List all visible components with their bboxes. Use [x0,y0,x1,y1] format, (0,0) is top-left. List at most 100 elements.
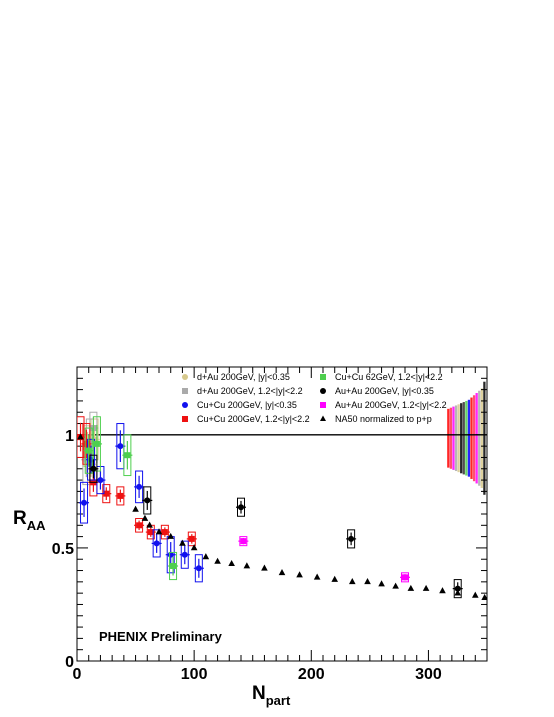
data-point [454,589,462,596]
data-point [195,565,202,572]
data-point [214,557,221,564]
data-point [182,402,188,408]
data-point [202,553,210,560]
uncertainty-band [449,407,453,469]
legend-entry-label: Cu+Cu 62GeV, 1.2<|y|<2.2 [335,372,443,382]
data-point [81,499,88,506]
uncertainty-band [460,403,463,474]
data-point [278,569,286,576]
data-point [144,497,151,504]
data-point [179,539,186,546]
data-point [190,544,198,551]
axis-tick-labels: 0 100 200 300 0 0.5 1 [52,428,442,683]
data-point [407,584,415,591]
data-point [296,571,303,578]
data-point [422,584,430,591]
series-6 [238,536,410,583]
axis-ticks [76,366,488,662]
series-3 [79,423,204,583]
data-point [243,562,251,569]
data-point [85,447,92,454]
data-point [117,492,124,499]
data-point [97,477,104,484]
data-point [146,521,153,528]
uncertainty-band [472,395,476,482]
uncertainty-band [457,404,460,473]
data-point [313,573,321,580]
y-axis-title: RAA [13,508,46,533]
data-point [93,440,100,447]
data-point [153,540,160,547]
data-point [182,388,188,394]
data-point [188,535,195,542]
data-point [181,551,188,558]
data-point [240,538,247,545]
data-point [454,585,461,592]
uncertainty-band [470,397,473,479]
uncertainty-band [478,390,481,486]
data-point [439,587,446,594]
legend-entry-label: d+Au 200GeV, 1.2<|y|<2.2 [197,386,303,396]
y-tick-label: 0.5 [52,541,74,558]
data-point [238,504,244,511]
data-point [471,591,479,598]
data-point [320,402,326,408]
data-point [331,575,339,582]
uncertainty-band [475,393,478,484]
data-point [481,593,487,600]
data-point [348,535,355,542]
x-axis-title: Npart [252,683,291,708]
series-4 [83,416,179,581]
x-tick-label: 100 [181,666,208,683]
global-uncertainty-bands [447,381,486,495]
uncertainty-band [452,406,455,470]
legend-entry-label: NA50 normalized to p+p [335,414,432,424]
data-point [132,505,139,512]
data-point [141,514,149,521]
data-point [83,440,90,447]
data-point [320,415,326,421]
legend: d+Au 200GeV, |y|<0.35 d+Au 200GeV, 1.2<|y… [182,372,447,424]
data-point [182,416,188,422]
data-point [182,374,188,380]
uncertainty-band [454,405,458,472]
x-tick-label: 0 [73,666,82,683]
data-point [167,532,175,539]
data-point [320,374,326,380]
data-point [136,483,143,490]
annotation-phenix-preliminary: PHENIX Preliminary [99,629,223,644]
y-axis-title-main: R [13,508,27,529]
uncertainty-band [483,381,486,495]
y-tick-label: 1 [65,428,74,445]
series-5 [88,454,463,599]
data-point [320,388,326,394]
data-point [124,452,131,459]
data-point [77,433,84,440]
legend-entry-label: Cu+Cu 200GeV, 1.2<|y|<2.2 [197,414,310,424]
uncertainty-band [467,399,471,477]
data-series [77,411,487,600]
data-point [155,528,163,535]
data-point [170,563,177,570]
uncertainty-band [480,388,483,488]
data-point [392,582,399,589]
legend-entry-label: Cu+Cu 200GeV, |y|<0.35 [197,400,297,410]
data-point [136,522,143,529]
data-point [147,529,154,536]
uncertainty-band [447,408,450,468]
data-point [348,578,356,585]
data-point [161,529,168,536]
y-tick-label: 0 [65,654,74,671]
x-tick-label: 200 [298,666,325,683]
data-point [90,465,97,472]
x-axis-title-sub: part [266,693,291,708]
uncertainty-band [462,402,465,475]
data-point [378,580,385,587]
x-tick-label: 300 [415,666,442,683]
legend-entry-label: Au+Au 200GeV, |y|<0.35 [335,386,434,396]
x-axis-title-main: N [252,683,266,704]
data-point [261,564,268,571]
uncertainty-band [465,400,468,476]
data-point [228,559,235,567]
